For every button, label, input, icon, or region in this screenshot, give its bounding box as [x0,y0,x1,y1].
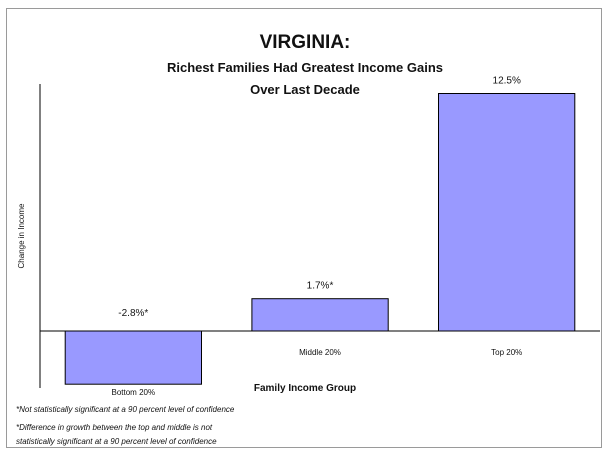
category-label-bottom-20: Bottom 20% [112,388,156,397]
y-axis-label: Change in Income [17,203,26,268]
data-label-top-20: 12.5% [493,76,521,87]
category-label-middle-20: Middle 20% [299,348,341,357]
footnote-2: *Difference in growth between the top an… [16,423,213,432]
chart-title: VIRGINIA: [259,32,351,53]
bar-series: -2.8%* Bottom 20% 1.7%* Middle 20% 12.5% Top … [64,76,576,397]
bar-bottom-20 [64,330,202,385]
footnote-1: *Not statistically significant at a 90 p… [16,405,235,414]
chart-subtitle-line-1: Richest Families Had Greatest Income Gai… [167,60,443,75]
data-label-bottom-20: -2.8%* [118,308,148,319]
x-axis-label: Family Income Group [253,383,357,394]
bar-top-20 [438,93,576,332]
chart-subtitle-line-2: Over Last Decade [250,82,360,97]
category-label-top-20: Top 20% [491,348,522,357]
data-label-middle-20: 1.7%* [307,281,334,292]
footnote-3: statistically significant at a 90 percen… [16,437,217,446]
bar-middle-20 [251,298,389,332]
